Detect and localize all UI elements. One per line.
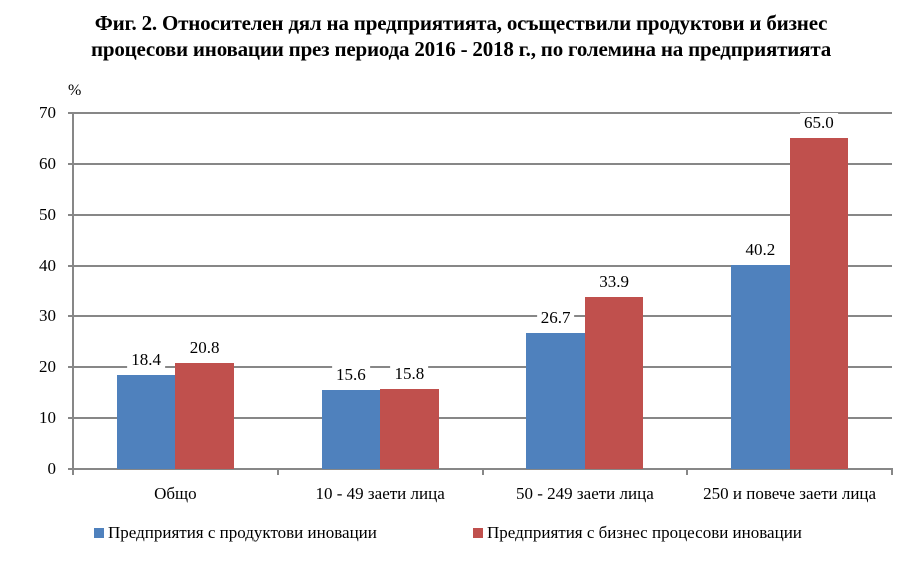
bar-product-innovation bbox=[731, 264, 790, 469]
bar-product-innovation bbox=[116, 375, 176, 469]
y-tick-label: 60 bbox=[39, 153, 56, 173]
data-label: 65.0 bbox=[800, 113, 838, 134]
legend-item-business-process-innovation: Предприятия с бизнес процесови иновации bbox=[473, 523, 802, 543]
x-category-label: 10 - 49 заети лица bbox=[315, 484, 445, 503]
data-label: 15.8 bbox=[390, 363, 429, 384]
chart-title-line-1: Фиг. 2. Относителен дял на предприятията… bbox=[94, 11, 828, 35]
data-label: 33.9 bbox=[595, 271, 633, 292]
x-category-label: 50 - 249 заети лица bbox=[516, 484, 654, 503]
bar-product-innovation bbox=[321, 389, 381, 469]
legend-swatch-blue-icon bbox=[94, 528, 104, 538]
gridline bbox=[68, 315, 892, 318]
data-label: 15.6 bbox=[332, 364, 370, 385]
legend-item-product-innovation: Предприятия с продуктови иновации bbox=[94, 523, 377, 543]
gridline bbox=[68, 162, 892, 165]
y-tick-label: 10 bbox=[39, 408, 56, 428]
gridline bbox=[68, 213, 892, 216]
bar-business-process-innovation bbox=[584, 296, 644, 469]
y-tick-label: 70 bbox=[39, 103, 56, 122]
data-label: 40.2 bbox=[741, 239, 780, 260]
x-category-label: Общо bbox=[154, 484, 197, 503]
gridline bbox=[68, 264, 892, 267]
x-tick-mark bbox=[891, 468, 893, 475]
y-axis-line bbox=[72, 113, 74, 475]
bar-business-process-innovation bbox=[789, 138, 849, 469]
legend-swatch-red-icon bbox=[473, 528, 483, 538]
gridline bbox=[68, 366, 892, 369]
y-axis-unit-label: % bbox=[68, 82, 82, 99]
y-tick-label: 0 bbox=[47, 459, 57, 478]
legend-label: Предприятия с продуктови иновации bbox=[108, 523, 377, 542]
legend-label: Предприятия с бизнес процесови иновации bbox=[487, 523, 802, 542]
y-tick-label: 50 bbox=[39, 204, 56, 224]
chart-title-line-2: процесови иновации през периода 2016 - 2… bbox=[90, 37, 832, 61]
x-tick-mark bbox=[481, 468, 484, 475]
bar-business-process-innovation bbox=[175, 363, 234, 469]
bar-business-process-innovation bbox=[380, 388, 439, 469]
x-tick-mark bbox=[72, 468, 74, 475]
x-category-label: 250 и повече заети лица bbox=[703, 484, 877, 503]
data-label: 18.4 bbox=[127, 350, 165, 371]
x-tick-mark bbox=[276, 468, 279, 475]
x-tick-mark bbox=[686, 468, 689, 475]
y-tick-label: 20 bbox=[39, 357, 56, 377]
gridline bbox=[68, 112, 892, 114]
x-axis-line bbox=[68, 468, 892, 470]
y-tick-label: 30 bbox=[39, 306, 56, 326]
data-label: 26.7 bbox=[536, 308, 575, 329]
bar-product-innovation bbox=[526, 333, 585, 469]
y-tick-label: 40 bbox=[39, 255, 56, 275]
gridline bbox=[68, 417, 892, 420]
chart-title: Фиг. 2. Относителен дял на предприятията… bbox=[0, 10, 922, 62]
data-label: 20.8 bbox=[185, 338, 224, 359]
